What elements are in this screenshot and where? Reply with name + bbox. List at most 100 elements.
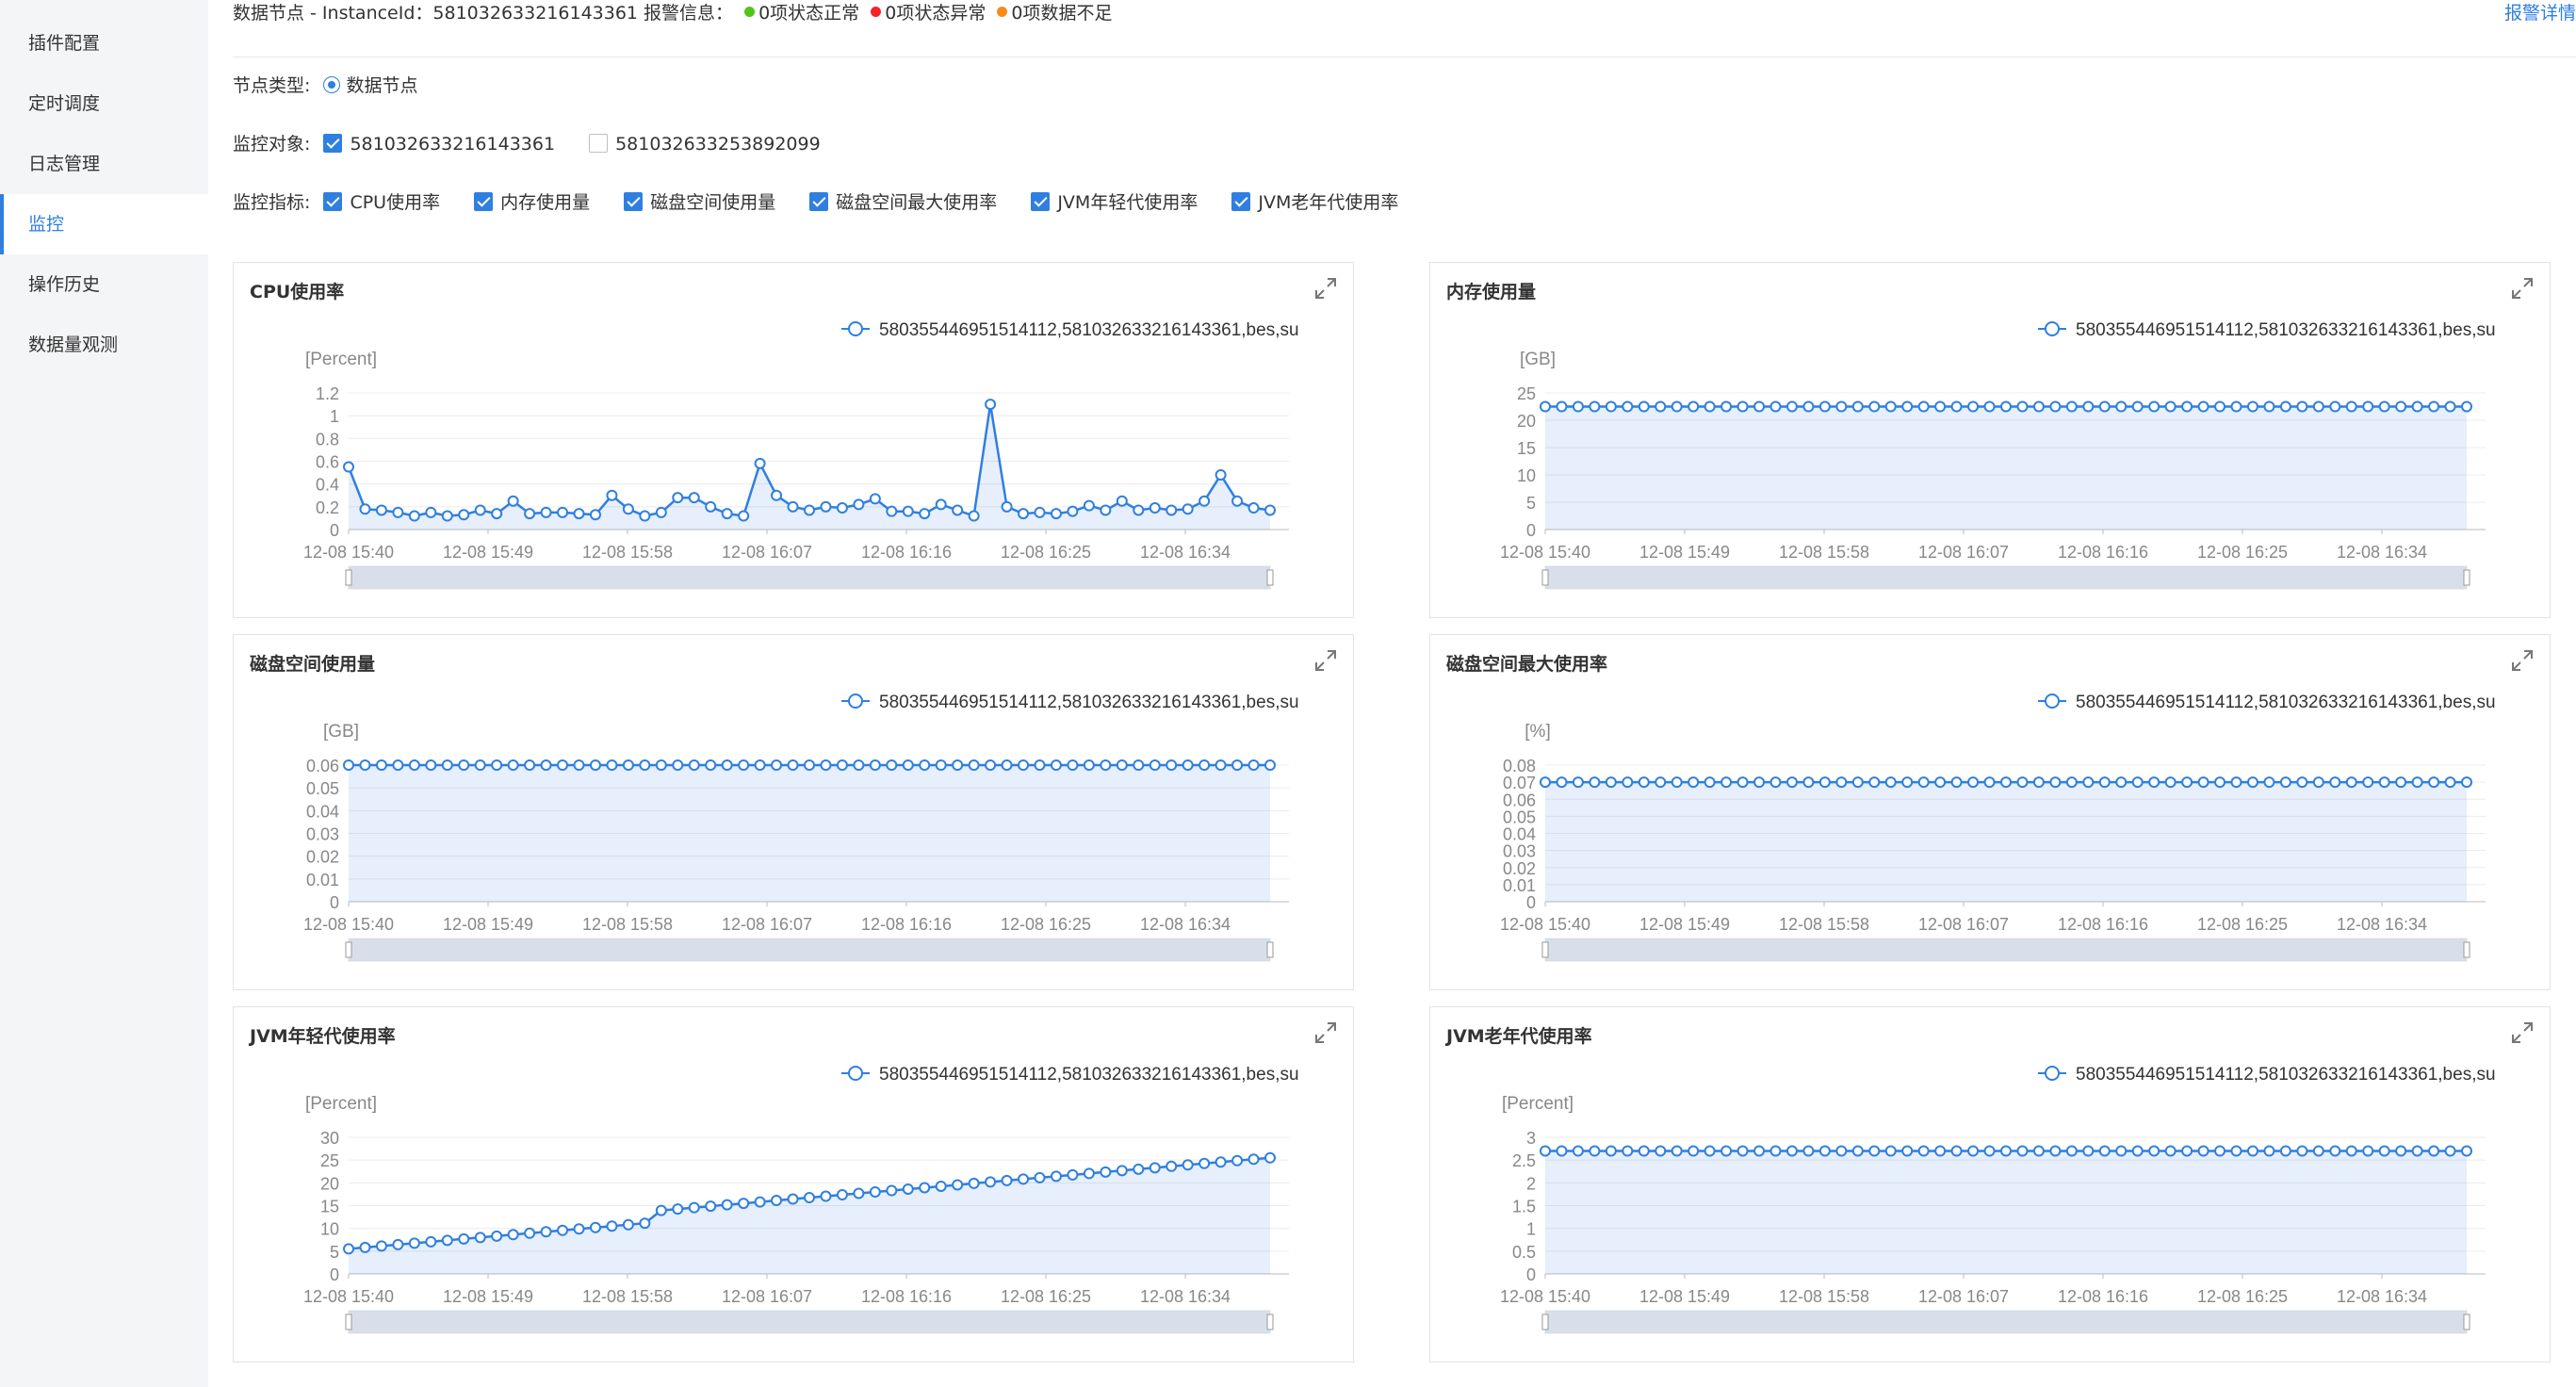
metric-checkbox-cpu[interactable]: CPU使用率 bbox=[323, 187, 440, 219]
x-tick-label: 12-08 16:25 bbox=[1001, 915, 1091, 934]
red-dot-icon bbox=[871, 7, 882, 17]
y-tick-label: 0.06 bbox=[306, 757, 339, 775]
x-tick-label: 12-08 15:49 bbox=[443, 915, 533, 934]
data-point bbox=[1215, 1156, 1227, 1168]
zoom-slider-range bbox=[349, 566, 1270, 589]
sidebar-item-monitoring[interactable]: 监控 bbox=[0, 194, 208, 254]
data-point bbox=[1753, 776, 1766, 789]
data-point bbox=[408, 510, 420, 522]
data-point bbox=[1067, 1168, 1079, 1181]
data-point bbox=[2131, 400, 2144, 413]
sidebar-item-operation-history[interactable]: 操作历史 bbox=[28, 274, 101, 295]
memory-chart: 580355446951514112,581032633216143361,be… bbox=[1500, 320, 2496, 590]
expand-icon[interactable] bbox=[1313, 276, 1338, 301]
y-tick-label: 0.2 bbox=[316, 498, 339, 517]
data-point bbox=[392, 1238, 404, 1250]
data-point bbox=[1802, 1145, 1815, 1157]
y-tick-label: 2.5 bbox=[1512, 1151, 1536, 1170]
zoom-slider-range bbox=[349, 1311, 1270, 1333]
data-point bbox=[1851, 1145, 1864, 1157]
chart-panel-jvm-old: 580355446951514112,581032633216143361,be… bbox=[1429, 1006, 2551, 1363]
x-tick-label: 12-08 15:58 bbox=[1779, 1287, 1869, 1306]
data-point bbox=[441, 510, 453, 522]
sidebar-item-log-management[interactable]: 日志管理 bbox=[28, 154, 101, 174]
expand-icon[interactable] bbox=[1313, 1020, 1338, 1045]
zoom-handle-left bbox=[345, 941, 352, 958]
expand-icon[interactable] bbox=[2510, 1020, 2535, 1045]
data-point bbox=[886, 1184, 898, 1197]
alarm-detail-link[interactable]: 报警详情 bbox=[2503, 3, 2576, 24]
target-checkbox-1[interactable]: 581032633216143361 bbox=[323, 128, 555, 160]
data-point bbox=[1100, 1166, 1112, 1178]
data-point bbox=[853, 759, 865, 771]
data-point bbox=[2065, 776, 2078, 789]
data-point bbox=[1802, 400, 1815, 413]
data-point bbox=[2164, 400, 2177, 413]
data-point bbox=[557, 506, 569, 518]
sidebar-item-scheduling[interactable]: 定时调度 bbox=[28, 93, 101, 114]
data-point bbox=[474, 759, 486, 771]
data-point bbox=[1100, 504, 1112, 516]
expand-icon[interactable] bbox=[2510, 276, 2535, 301]
x-tick-label: 12-08 16:16 bbox=[861, 543, 952, 562]
sidebar-item-data-observation[interactable]: 数据量观测 bbox=[28, 335, 119, 355]
data-point bbox=[935, 1180, 947, 1192]
metric-checkbox-disk[interactable]: 磁盘空间使用量 bbox=[624, 187, 775, 219]
data-point bbox=[2197, 1145, 2209, 1157]
data-point bbox=[2246, 400, 2258, 413]
y-tick-label: 0 bbox=[1526, 1265, 1536, 1284]
data-point bbox=[343, 461, 354, 473]
data-point bbox=[1934, 400, 1947, 413]
series-area bbox=[1545, 406, 2467, 530]
data-point bbox=[820, 1190, 832, 1202]
target-checkbox-2[interactable]: 581032633253892099 bbox=[589, 128, 821, 160]
data-point bbox=[1671, 1145, 1683, 1157]
data-point bbox=[606, 1220, 618, 1232]
data-point bbox=[853, 1187, 865, 1199]
data-point bbox=[524, 508, 536, 520]
x-tick-label: 12-08 16:16 bbox=[861, 915, 952, 934]
data-point bbox=[1622, 1145, 1634, 1157]
expand-icon[interactable] bbox=[2510, 648, 2535, 673]
x-tick-label: 12-08 16:34 bbox=[1140, 543, 1231, 562]
data-point bbox=[1589, 776, 1601, 789]
data-point bbox=[1133, 759, 1145, 771]
panel-title: 磁盘空间使用量 bbox=[250, 654, 376, 675]
disk-max-chart: 580355446951514112,581032633216143361,be… bbox=[1500, 693, 2496, 962]
y-tick-label: 25 bbox=[320, 1151, 339, 1170]
data-point bbox=[952, 759, 964, 771]
data-point bbox=[2115, 400, 2128, 413]
node-type-radio[interactable]: 数据节点 bbox=[323, 70, 417, 102]
data-point bbox=[2082, 776, 2095, 789]
metric-checkbox-jvm-old[interactable]: JVM老年代使用率 bbox=[1231, 187, 1398, 219]
data-point bbox=[2296, 776, 2308, 789]
data-point bbox=[787, 500, 799, 513]
chart-panel-cpu: 580355446951514112,581032633216143361,be… bbox=[233, 262, 1354, 618]
data-point bbox=[1818, 1145, 1831, 1157]
data-point bbox=[771, 759, 783, 771]
metric-checkbox-disk-max[interactable]: 磁盘空间最大使用率 bbox=[809, 187, 997, 219]
data-point bbox=[2395, 776, 2407, 789]
data-point bbox=[589, 759, 601, 771]
data-point bbox=[1018, 1173, 1030, 1185]
data-point bbox=[1687, 400, 1700, 413]
data-point bbox=[968, 510, 980, 522]
x-tick-label: 12-08 15:40 bbox=[303, 1287, 394, 1306]
data-point bbox=[1753, 1145, 1766, 1157]
data-point bbox=[2246, 1145, 2258, 1157]
metric-checkbox-memory[interactable]: 内存使用量 bbox=[474, 187, 590, 219]
data-point bbox=[1983, 400, 1996, 413]
x-tick-label: 12-08 15:58 bbox=[582, 1287, 673, 1306]
x-tick-label: 12-08 16:07 bbox=[1918, 915, 2009, 934]
data-point bbox=[2049, 400, 2062, 413]
data-point bbox=[458, 759, 470, 771]
expand-icon[interactable] bbox=[1313, 648, 1338, 673]
sidebar-item-plugin-config[interactable]: 插件配置 bbox=[28, 33, 101, 54]
metric-checkbox-jvm-young[interactable]: JVM年轻代使用率 bbox=[1031, 187, 1198, 219]
data-point bbox=[771, 489, 783, 501]
data-point bbox=[2016, 400, 2029, 413]
x-tick-label: 12-08 16:16 bbox=[861, 1287, 952, 1306]
data-point bbox=[1149, 1162, 1161, 1174]
data-point bbox=[754, 1196, 766, 1208]
x-tick-label: 12-08 16:34 bbox=[1140, 1287, 1231, 1306]
